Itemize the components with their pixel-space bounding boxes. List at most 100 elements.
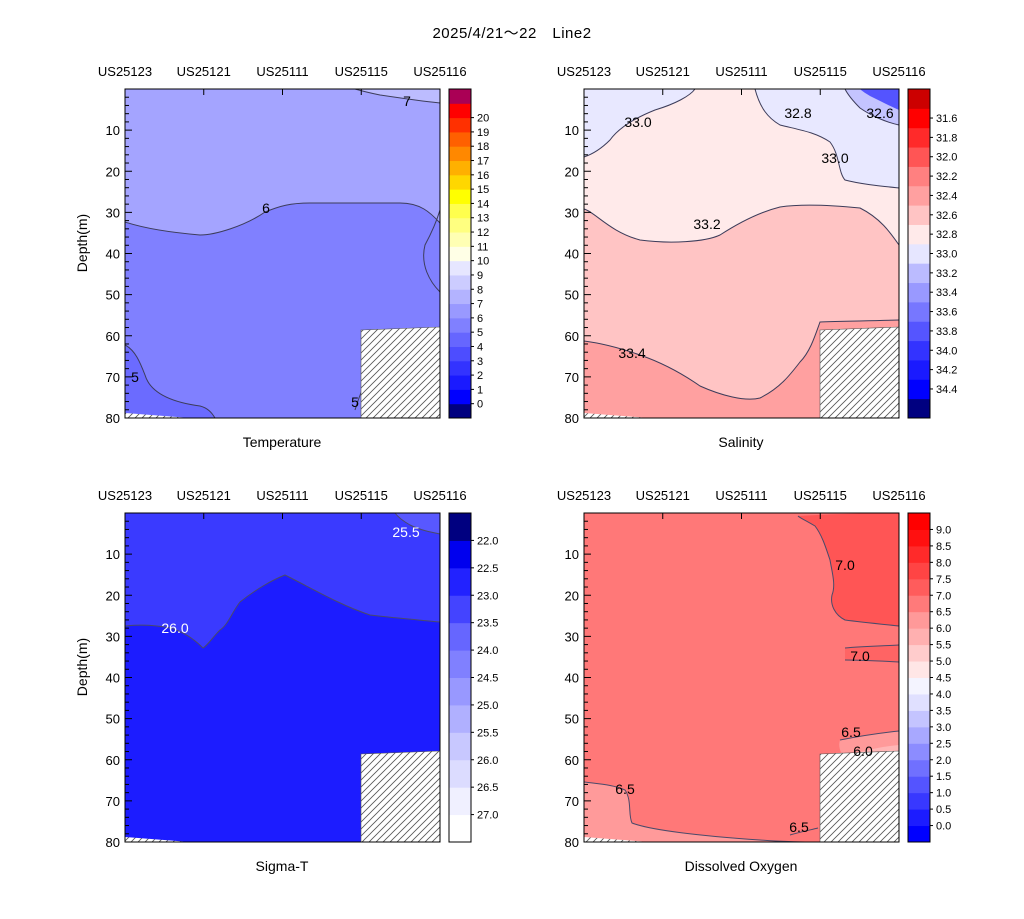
- station-label: US25111: [256, 64, 308, 79]
- sigma-t-contour-25.5: [394, 512, 441, 535]
- colorbar-tick-label: 31.6: [936, 113, 957, 125]
- colorbar-tick-label: 23.0: [477, 590, 498, 602]
- do-contour-6.5-deep: [583, 781, 811, 843]
- do-band-7.0-east: [798, 513, 899, 626]
- depth-tick-label: 20: [106, 164, 120, 179]
- depth-tick-label: 10: [565, 547, 579, 562]
- colorbar-tick-label: 9: [477, 270, 483, 282]
- colorbar-tick-label: 32.0: [936, 152, 957, 164]
- depth-tick-label: 70: [565, 370, 579, 385]
- depth-tick-label: 70: [106, 370, 120, 385]
- temperature-band-7-8: [355, 89, 440, 103]
- colorbar-tick-label: 32.8: [936, 229, 957, 241]
- station-label: US25123: [98, 488, 152, 503]
- station-label: US25115: [794, 488, 847, 503]
- sigma-t-band-25.0-25.5: [395, 513, 440, 534]
- colorbar-segment: [908, 710, 930, 728]
- colorbar-tick-label: 19: [477, 127, 489, 139]
- salinity-nodata-hatch: [819, 326, 900, 419]
- do-label-6.5-west: 6.5: [615, 781, 635, 797]
- colorbar-segment: [908, 611, 930, 629]
- sigma-t-bottom-hatch: [125, 837, 190, 842]
- colorbar-segment: [908, 321, 930, 342]
- colorbar-segment: [449, 274, 471, 290]
- colorbar-tick-label: 24.5: [477, 673, 498, 685]
- salinity-contour-33.0-west: [583, 88, 696, 158]
- colorbar-tick-label: 33.8: [936, 326, 957, 338]
- colorbar-segment: [908, 185, 930, 206]
- temperature-depth-axis: 10 20 30 40 50 60 70 80: [106, 96, 132, 426]
- sigma-t-depth-axis: 10 20 30 40 50 60 70 80: [106, 520, 132, 850]
- colorbar-tick-label: 20: [477, 113, 489, 125]
- sigma-t-plot-area: [124, 512, 441, 843]
- do-contour-6.5-deep-b: [789, 827, 819, 836]
- colorbar-segment: [449, 567, 471, 596]
- colorbar-segment: [908, 578, 930, 596]
- colorbar-tick-label: 0.5: [936, 804, 951, 816]
- colorbar-segment: [449, 360, 471, 376]
- colorbar-segment: [908, 529, 930, 547]
- colorbar-segment: [908, 513, 930, 530]
- salinity-contour-33.0-east: [754, 88, 900, 189]
- colorbar-tick-label: 34.4: [936, 384, 957, 396]
- station-label: US25123: [557, 488, 611, 503]
- depth-tick-label: 50: [565, 288, 579, 303]
- colorbar-segment: [908, 340, 930, 361]
- do-label-6.5-deep: 6.5: [789, 819, 809, 835]
- temperature-contour-5: [124, 344, 216, 419]
- sigma-t-contour-26.0: [124, 574, 441, 649]
- colorbar-segment: [449, 540, 471, 569]
- colorbar-segment: [908, 545, 930, 563]
- salinity-band-east-32.4: [860, 89, 899, 110]
- station-label: US25111: [715, 488, 767, 503]
- sigma-t-title: Sigma-T: [256, 858, 309, 874]
- temperature-contour-6b: [423, 209, 441, 293]
- temperature-label-6: 6: [262, 200, 270, 216]
- colorbar-tick-label: 2: [477, 370, 483, 382]
- colorbar-segment: [449, 289, 471, 305]
- salinity-plot-area: [583, 88, 900, 419]
- colorbar-segment: [449, 346, 471, 362]
- do-nodata-hatch: [819, 750, 900, 843]
- sigma-t-ylabel: Depth(m): [74, 638, 90, 696]
- colorbar-segment: [449, 303, 471, 319]
- colorbar-tick-label: 24.0: [477, 645, 498, 657]
- colorbar-segment: [908, 301, 930, 322]
- depth-tick-label: 70: [565, 794, 579, 809]
- salinity-band-east-32.8: [755, 89, 899, 188]
- colorbar-tick-label: 32.2: [936, 171, 957, 183]
- colorbar-segment: [449, 759, 471, 788]
- depth-tick-label: 20: [565, 588, 579, 603]
- dissolved-oxygen-panel: US25123 US25121 US25111 US25115 US25116 10 20…: [557, 488, 951, 874]
- depth-tick-label: 60: [565, 329, 579, 344]
- colorbar-segment: [908, 792, 930, 810]
- colorbar-segment: [908, 263, 930, 284]
- salinity-station-axis: US25123 US25121 US25111 US25115 US25116: [557, 64, 926, 95]
- colorbar-segment: [908, 628, 930, 646]
- temperature-nodata-hatch: [360, 326, 441, 419]
- colorbar-tick-label: 33.0: [936, 249, 957, 261]
- colorbar-segment: [449, 403, 471, 419]
- salinity-title: Salinity: [718, 434, 763, 450]
- colorbar-segment: [908, 743, 930, 761]
- colorbar-tick-label: 3.0: [936, 722, 951, 734]
- colorbar-tick-label: 9.0: [936, 524, 951, 536]
- colorbar-segment: [449, 814, 471, 843]
- colorbar-segment: [449, 375, 471, 390]
- dissolved-oxygen-title: Dissolved Oxygen: [685, 858, 798, 874]
- temperature-title: Temperature: [243, 434, 322, 450]
- colorbar-tick-label: 1: [477, 384, 483, 396]
- colorbar-tick-label: 6.0: [936, 623, 951, 635]
- do-label-6.0: 6.0: [853, 743, 873, 759]
- do-label-7.0-mid: 7.0: [850, 648, 870, 664]
- colorbar-segment: [908, 166, 930, 187]
- colorbar-tick-label: 1.0: [936, 788, 951, 800]
- colorbar-tick-label: 11: [477, 241, 488, 253]
- dissolved-oxygen-depth-axis: 10 20 30 40 50 60 70 80: [565, 520, 591, 850]
- colorbar-tick-label: 6: [477, 313, 483, 325]
- salinity-panel: US25123 US25121 US25111 US25115 US25116 10 20…: [557, 64, 958, 450]
- sigma-t-label-26.0: 26.0: [161, 620, 188, 636]
- colorbar-segment: [908, 243, 930, 264]
- colorbar-tick-label: 12: [477, 227, 489, 239]
